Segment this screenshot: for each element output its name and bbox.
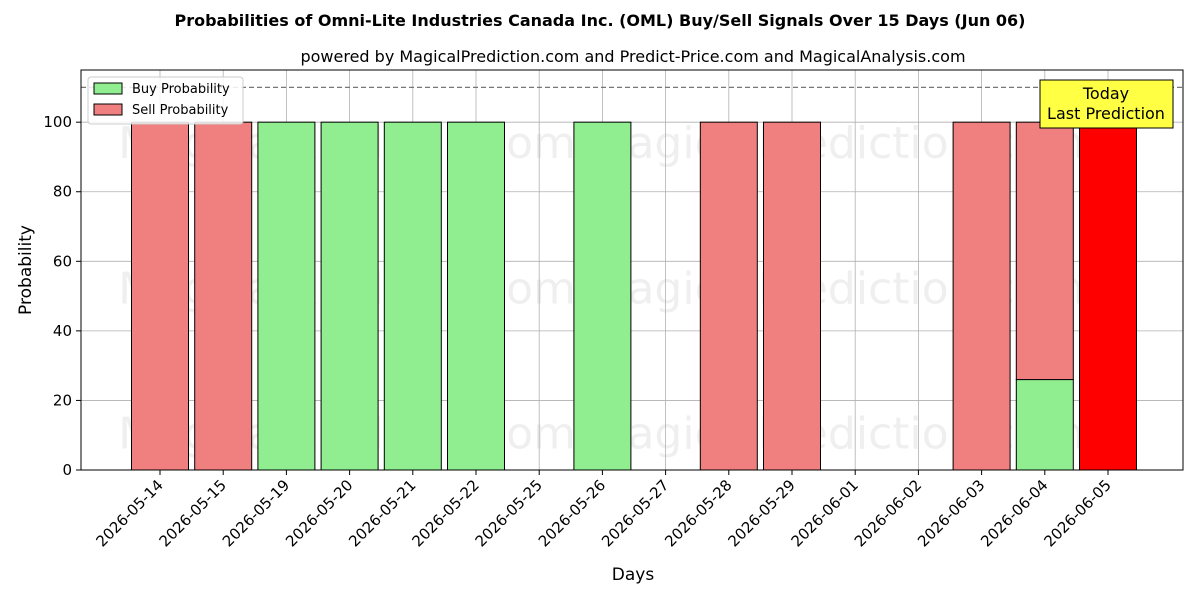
sell-bar: [763, 121, 821, 471]
x-axis: 2026-05-142026-05-152026-05-192026-05-20…: [92, 470, 1115, 550]
x-tick-label: 2026-06-03: [914, 476, 988, 550]
x-tick-label: 2026-06-04: [977, 476, 1051, 550]
y-tick-label: 20: [53, 391, 72, 409]
annotation-box: [1039, 79, 1174, 129]
y-axis-label: Probability: [16, 225, 36, 315]
x-axis-label: Days: [612, 565, 655, 585]
sell-bar: [1015, 121, 1074, 381]
y-tick-label: 100: [43, 113, 72, 131]
x-tick-label: 2026-05-22: [408, 476, 482, 550]
sell-bar: [952, 121, 1011, 471]
sell-bar: [1079, 121, 1137, 471]
legend: Buy Probability Sell Probability: [87, 76, 244, 125]
chart-subtitle: powered by MagicalPrediction.com and Pre…: [300, 47, 965, 66]
x-tick-label: 2026-05-14: [92, 476, 166, 550]
buy-bar: [320, 121, 379, 471]
y-tick-label: 0: [62, 461, 72, 479]
sell-bar: [699, 121, 758, 471]
x-tick-label: 2026-05-29: [724, 476, 798, 550]
x-tick-label: 2026-05-21: [345, 476, 419, 550]
x-tick-label: 2026-06-01: [788, 476, 862, 550]
sell-bar: [194, 121, 253, 471]
legend-label: Buy Probability: [132, 82, 230, 97]
x-tick-label: 2026-05-20: [282, 476, 356, 550]
buy-bar: [383, 121, 442, 471]
x-tick-label: 2026-05-28: [661, 476, 735, 550]
buy-bar: [573, 121, 632, 471]
buy-bar: [257, 121, 316, 471]
y-tick-label: 80: [53, 183, 72, 201]
legend-swatch: [93, 103, 123, 116]
x-tick-label: 2026-05-19: [219, 476, 293, 550]
plot-area: [80, 69, 1184, 471]
chart-title: Probabilities of Omni-Lite Industries Ca…: [174, 11, 1025, 30]
legend-box: [87, 76, 244, 125]
y-tick-label: 40: [53, 322, 72, 340]
x-tick-label: 2026-06-02: [851, 476, 925, 550]
y-axis: 0 20 40 60 80 100: [43, 113, 81, 479]
y-tick-label: 60: [53, 252, 72, 270]
sell-bar: [131, 121, 189, 471]
x-tick-label: 2026-05-25: [472, 476, 546, 550]
x-tick-label: 2026-06-05: [1040, 476, 1114, 550]
legend-swatch: [93, 82, 123, 95]
buy-bar: [1015, 379, 1074, 471]
x-tick-label: 2026-05-15: [156, 476, 230, 550]
bars: [131, 121, 1137, 471]
annotation-text: Last Prediction: [1047, 104, 1165, 123]
annotation-text: Today: [1082, 84, 1129, 103]
x-tick-label: 2026-05-26: [535, 476, 609, 550]
legend-label: Sell Probability: [132, 103, 229, 118]
buy-bar: [447, 121, 505, 471]
x-tick-label: 2026-05-27: [598, 476, 672, 550]
